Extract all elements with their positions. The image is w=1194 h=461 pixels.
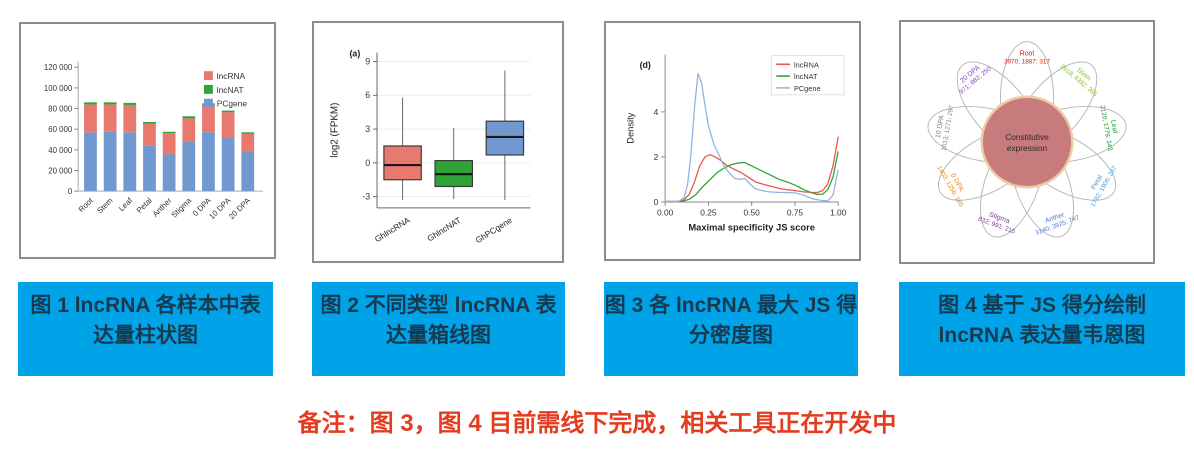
- venn-flower-panel: Constitutive expression Root 3970; 1887; 31…: [899, 20, 1155, 264]
- bars-group: [84, 102, 255, 192]
- svg-text:0.75: 0.75: [787, 208, 804, 218]
- caption-figure-1-line2: 达量柱状图: [93, 324, 198, 347]
- density-chart: 0 2 4 0.00 0.25 0.50 0.75 1.00 Maximal specifici…: [626, 54, 847, 232]
- svg-text:20 000: 20 000: [48, 166, 73, 175]
- svg-text:1.00: 1.00: [830, 208, 847, 218]
- svg-text:2: 2: [654, 152, 659, 162]
- svg-text:log2 (FPKM): log2 (FPKM): [330, 103, 341, 158]
- svg-text:GhlncNAT: GhlncNAT: [425, 215, 462, 244]
- caption-figure-3-line2: 分密度图: [689, 324, 773, 347]
- svg-text:lncRNA: lncRNA: [217, 71, 246, 81]
- svg-text:100 000: 100 000: [44, 84, 73, 93]
- svg-text:0.00: 0.00: [657, 208, 674, 218]
- svg-text:0.50: 0.50: [744, 208, 761, 218]
- svg-text:4: 4: [654, 107, 659, 117]
- svg-text:PCgene: PCgene: [794, 84, 821, 93]
- footnote: 备注：图 3，图 4 目前需线下完成，相关工具正在开发中: [297, 410, 897, 437]
- svg-text:Constitutive: Constitutive: [1005, 132, 1049, 142]
- petal-label-petal: Petal1782; 1906; 287: [1083, 160, 1119, 208]
- svg-text:20 DPA: 20 DPA: [227, 195, 253, 221]
- svg-text:-3: -3: [362, 192, 370, 202]
- boxplot-root: -3 0 3 6 9 log2 (FPKM) (a) GhlncRNA GhlncNAT GhPC…: [330, 48, 531, 245]
- caption-figure-1: 图 1 lncRNA 各样本中表 达量柱状图: [18, 282, 273, 376]
- svg-text:0.25: 0.25: [700, 208, 717, 218]
- caption-figure-3-line1: 图 3 各 lncRNA 最大 JS 得: [604, 294, 858, 317]
- svg-text:lncRNA: lncRNA: [794, 60, 819, 69]
- petal-label-stigma: Stigma832; 991; 215: [977, 208, 1019, 235]
- svg-text:GhPCgene: GhPCgene: [473, 215, 514, 246]
- svg-text:Density: Density: [626, 112, 636, 143]
- petal-label-leaf: Leaf2120; 1779; 343: [1099, 103, 1122, 151]
- caption-figure-3: 图 3 各 lncRNA 最大 JS 得 分密度图: [604, 282, 858, 376]
- svg-text:3: 3: [365, 124, 370, 134]
- svg-text:Root: Root: [77, 195, 96, 214]
- svg-text:Stigma: Stigma: [169, 196, 193, 220]
- svg-text:9: 9: [365, 56, 370, 66]
- petal-label-20-dpa: 20 DPA971; 882; 250: [953, 59, 993, 96]
- svg-text:60 000: 60 000: [48, 125, 73, 134]
- bar-chart-panel: 0 20 000 40 000 60 000 80 000 100 000 120 000 R…: [19, 22, 276, 259]
- petal-label-root: Root 3970; 1887; 317: [1004, 50, 1051, 65]
- svg-text:Leaf: Leaf: [117, 195, 135, 213]
- density-legend: lncRNA lncNAT PCgene: [770, 54, 845, 96]
- svg-text:120 000: 120 000: [44, 63, 73, 72]
- caption-figure-4-line2: lncRNA 表达量韦恩图: [938, 324, 1146, 347]
- caption-figure-2: 图 2 不同类型 lncRNA 表 达量箱线图: [312, 282, 565, 376]
- density-panel: 0 2 4 0.00 0.25 0.50 0.75 1.00 Maximal specifici…: [604, 21, 861, 261]
- stacked-bar-chart: 0 20 000 40 000 60 000 80 000 100 000 120 000 R…: [44, 61, 264, 221]
- svg-text:0: 0: [365, 158, 370, 168]
- svg-text:expression: expression: [1007, 143, 1048, 153]
- caption-figure-2-line2: 达量箱线图: [386, 324, 491, 347]
- boxplot-chart: -3 0 3 6 9 log2 (FPKM) (a) GhlncRNA GhlncNAT GhPC…: [330, 48, 531, 245]
- density-root: 0 2 4 0.00 0.25 0.50 0.75 1.00 Maximal specifici…: [626, 54, 847, 232]
- svg-text:6: 6: [365, 90, 370, 100]
- bar-chart-legend: lncRNA lncNAT PCgene: [204, 71, 247, 109]
- svg-text:GhlncRNA: GhlncRNA: [373, 215, 412, 245]
- boxplot-panel: -3 0 3 6 9 log2 (FPKM) (a) GhlncRNA GhlncNAT GhPC…: [312, 21, 564, 263]
- svg-text:40 000: 40 000: [48, 146, 73, 155]
- svg-text:lncNAT: lncNAT: [794, 72, 818, 81]
- svg-text:PCgene: PCgene: [217, 99, 248, 109]
- svg-text:80 000: 80 000: [48, 104, 73, 113]
- caption-figure-4-line1: 图 4 基于 JS 得分绘制: [938, 294, 1146, 317]
- svg-text:Stem: Stem: [95, 196, 115, 216]
- svg-text:0: 0: [654, 197, 659, 207]
- svg-text:0: 0: [68, 187, 73, 196]
- svg-text:(a): (a): [349, 48, 360, 58]
- bar-chart-root: 0 20 000 40 000 60 000 80 000 100 000 120 000 R…: [44, 61, 264, 221]
- caption-figure-2-line1: 图 2 不同类型 lncRNA 表: [320, 294, 557, 317]
- svg-text:Maximal specificity JS score: Maximal specificity JS score: [688, 222, 815, 232]
- caption-figure-1-line1: 图 1 lncRNA 各样本中表: [30, 294, 261, 317]
- petal-label-0-dpa: 0 DPA1403; 1256; 185: [935, 161, 971, 209]
- svg-text:(d): (d): [640, 60, 651, 70]
- caption-figure-4: 图 4 基于 JS 得分绘制 lncRNA 表达量韦恩图: [899, 282, 1185, 376]
- svg-text:lncNAT: lncNAT: [217, 85, 244, 95]
